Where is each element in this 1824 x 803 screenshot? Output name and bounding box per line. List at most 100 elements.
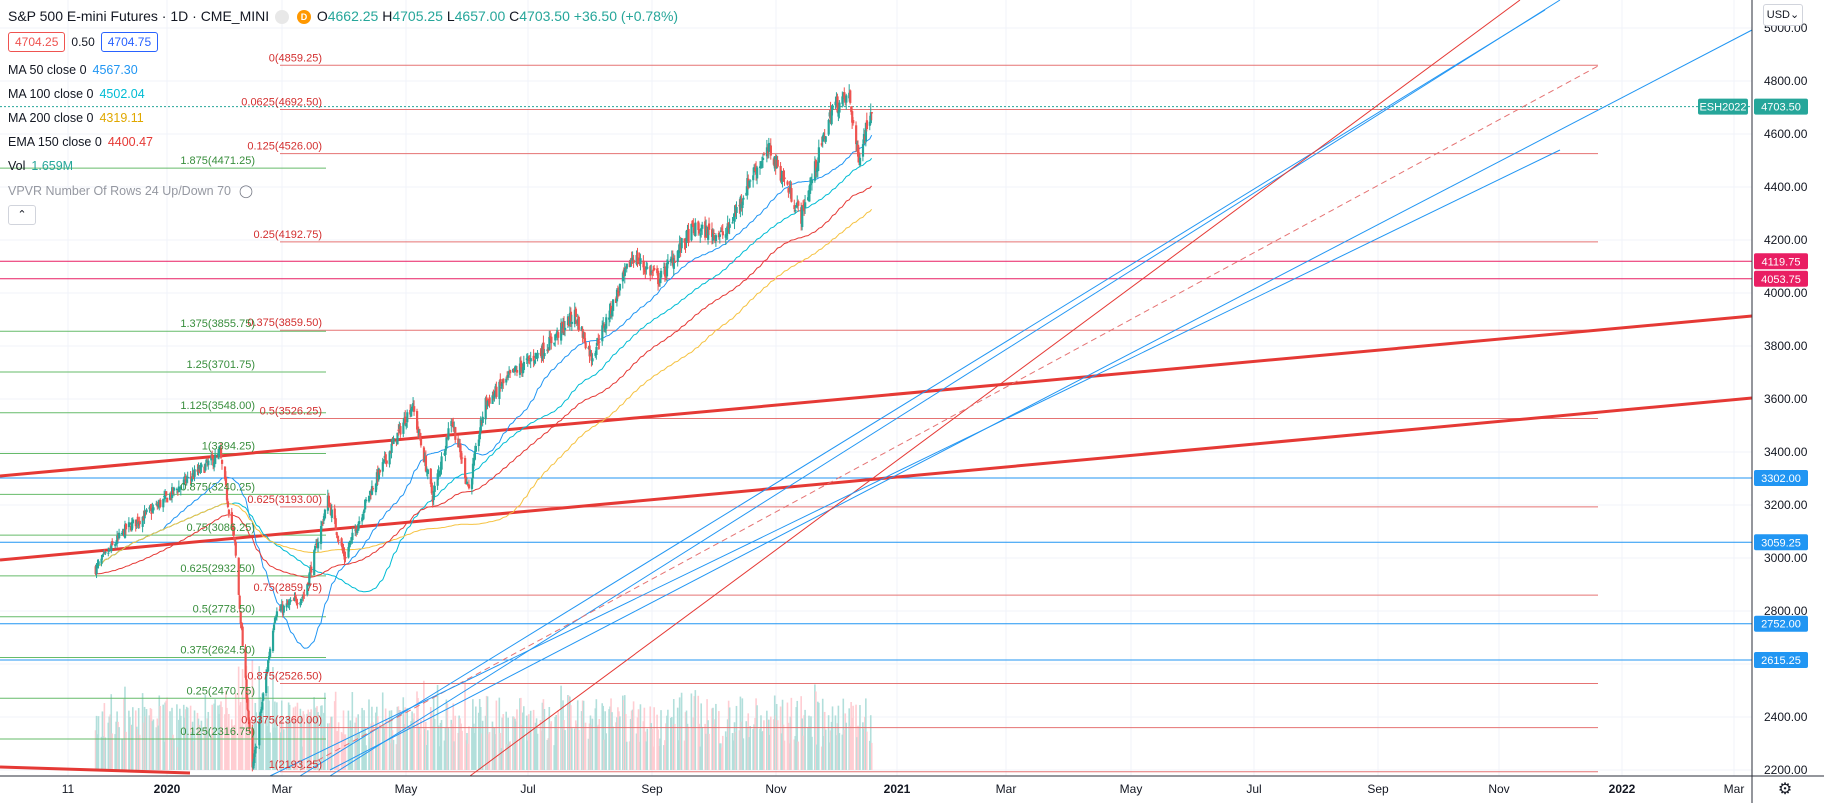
volume-bar xyxy=(487,734,490,770)
volume-bar xyxy=(520,697,522,770)
interval-badge: D xyxy=(296,10,311,25)
volume-bar xyxy=(763,720,765,770)
candle-body xyxy=(124,523,128,530)
fib-level-label: 0.0625(4692.50) xyxy=(241,96,322,108)
volume-bar xyxy=(735,705,738,770)
candle-body xyxy=(367,495,371,502)
volume-bar xyxy=(628,741,631,770)
buy-price-button[interactable]: 4704.75 xyxy=(100,32,159,52)
eye-off-icon[interactable]: ◯ xyxy=(239,184,254,198)
price-tick-label: 4800.00 xyxy=(1764,74,1808,88)
volume-bar xyxy=(742,738,745,770)
candle-body xyxy=(378,469,381,473)
volume-bar xyxy=(738,730,741,770)
candle-body xyxy=(255,746,258,749)
candle-body xyxy=(827,120,830,135)
volume-bar xyxy=(465,740,467,770)
volume-bar xyxy=(322,735,324,770)
volume-bar xyxy=(850,702,852,770)
candle-body xyxy=(439,467,442,473)
indicator-ma100[interactable]: MA 100 close 0 4502.04 xyxy=(8,87,145,101)
price-tick-label: 3000.00 xyxy=(1764,551,1808,565)
volume-bar xyxy=(376,706,378,770)
volume-bar xyxy=(440,719,443,770)
volume-bar xyxy=(397,706,400,770)
high-label: H xyxy=(382,8,393,24)
indicator-ma200[interactable]: MA 200 close 0 4319.11 xyxy=(8,111,144,125)
candle-body xyxy=(584,342,587,349)
volume-bar xyxy=(818,702,820,770)
volume-bar xyxy=(804,709,806,770)
candle-body xyxy=(405,423,408,427)
candle-body xyxy=(337,539,340,541)
volume-bar xyxy=(546,739,549,770)
volume-bar xyxy=(522,712,524,770)
volume-bar xyxy=(416,691,418,770)
indicator-vpvr[interactable]: VPVR Number Of Rows 24 Up/Down 70 ◯ xyxy=(8,183,253,198)
indicator-volume[interactable]: Vol 1.659M xyxy=(8,159,73,173)
candle-body xyxy=(268,656,271,660)
candle-body xyxy=(542,342,545,356)
volume-bar xyxy=(423,680,425,770)
volume-bar xyxy=(199,734,202,770)
symbol-tag xyxy=(1698,98,1748,115)
sell-price-button[interactable]: 4704.25 xyxy=(8,32,66,52)
volume-bar xyxy=(519,698,521,770)
time-tick-label: May xyxy=(1120,782,1143,796)
candle-body xyxy=(149,508,152,510)
symbol-row[interactable]: S&P 500 E-mini Futures · 1D · CME_MINI D… xyxy=(8,8,678,25)
currency-button[interactable]: USD⌄ xyxy=(1763,4,1803,26)
candle-body xyxy=(199,464,202,470)
volume-bar xyxy=(550,721,553,770)
volume-bar xyxy=(321,705,323,770)
volume-bar xyxy=(776,720,779,770)
volume-bar xyxy=(358,732,360,770)
volume-bar xyxy=(135,726,138,770)
fib-extension-label: 1.125(3548.00) xyxy=(180,400,255,412)
volume-bar xyxy=(197,718,200,770)
time-tick-label: Jul xyxy=(1246,782,1261,796)
volume-bar xyxy=(403,724,406,770)
indicator-value: 4567.30 xyxy=(92,63,138,77)
volume-bar xyxy=(527,714,530,770)
volume-bar xyxy=(609,706,611,770)
candle-body xyxy=(399,426,402,435)
volume-bar xyxy=(625,741,628,770)
candle-body xyxy=(672,258,675,269)
candle-body xyxy=(618,283,622,291)
gear-icon[interactable]: ⚙ xyxy=(1777,781,1793,798)
time-axis[interactable]: 11 2020 Mar May Jul Sep Nov 2021 Mar May Jul Sep Nov… xyxy=(0,775,1824,796)
volume-bar xyxy=(97,716,100,770)
candle-body xyxy=(652,269,655,272)
trend-line xyxy=(0,396,1753,562)
volume-bar xyxy=(855,704,857,770)
candle-body xyxy=(317,541,320,549)
volume-bar xyxy=(348,740,351,770)
volume-bar xyxy=(802,735,804,770)
volume-bar xyxy=(583,726,586,770)
indicator-ema150[interactable]: EMA 150 close 0 4400.47 xyxy=(8,135,153,149)
candle-body xyxy=(465,476,468,482)
candle-body xyxy=(683,238,686,243)
candle-body xyxy=(718,234,722,237)
indicator-ma50[interactable]: MA 50 close 0 4567.30 xyxy=(8,63,138,77)
candle-body xyxy=(368,490,372,495)
candle-body xyxy=(725,233,728,237)
volume-bar xyxy=(159,706,162,770)
candle-body xyxy=(273,617,277,623)
volume-bar xyxy=(474,733,476,770)
candle-body xyxy=(261,701,264,710)
time-tick-label: Jul xyxy=(520,782,535,796)
volume-bar xyxy=(267,686,269,770)
volume-bar xyxy=(756,705,758,770)
volume-bar xyxy=(595,699,598,770)
volume-bar xyxy=(309,712,311,770)
volume-bar xyxy=(301,746,304,770)
volume-bar xyxy=(787,722,790,770)
price-axis[interactable]: 2200.002400.002600.002800.003000.003200.… xyxy=(1751,0,1808,803)
volume-bars xyxy=(94,660,873,770)
chevron-up-icon[interactable]: ⌃ xyxy=(8,205,36,225)
symbol-title[interactable]: S&P 500 E-mini Futures · 1D · CME_MINI xyxy=(8,8,270,24)
volume-bar xyxy=(635,733,638,770)
